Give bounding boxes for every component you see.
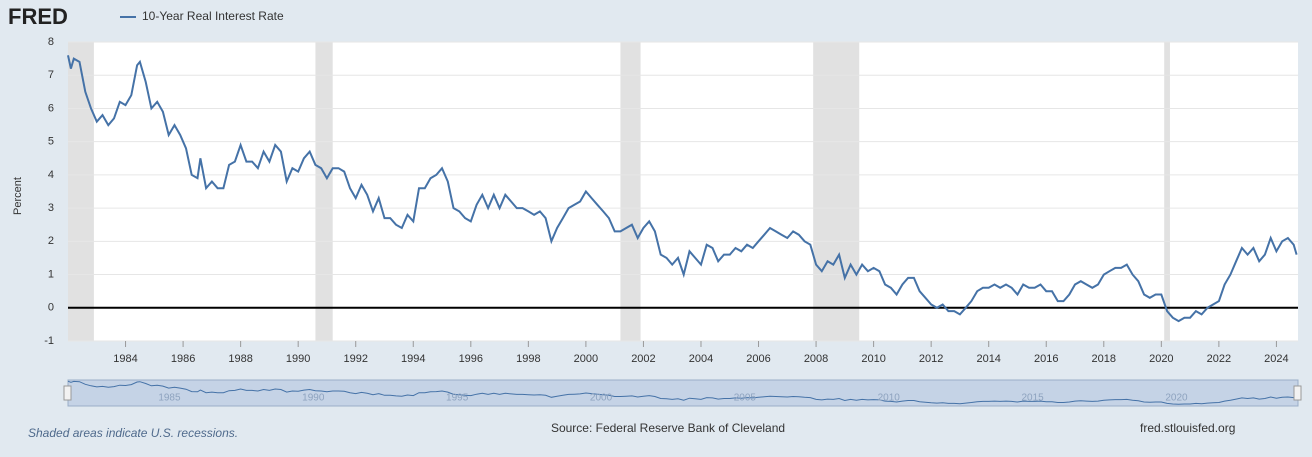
x-tick-label: 1984 <box>113 353 137 365</box>
x-tick-label: 1988 <box>228 353 252 365</box>
navigator-tick-label: 2020 <box>1165 393 1188 404</box>
navigator-tick-label: 1995 <box>446 393 469 404</box>
x-tick-label: 2024 <box>1264 353 1288 365</box>
y-tick-label: 6 <box>48 102 54 114</box>
y-tick-label: 3 <box>48 202 54 214</box>
x-tick-label: 2022 <box>1207 353 1231 365</box>
navigator-handle-right[interactable] <box>1293 385 1302 401</box>
x-tick-label: 2008 <box>804 353 828 365</box>
navigator-handle-left[interactable] <box>63 385 72 401</box>
recession-band <box>315 42 333 341</box>
x-tick-label: 2000 <box>574 353 598 365</box>
y-tick-label: 2 <box>48 235 54 247</box>
navigator-tick-label: 2005 <box>734 393 757 404</box>
recession-note: Shaded areas indicate U.S. recessions. <box>28 426 238 440</box>
recession-band <box>813 42 860 341</box>
x-tick-label: 2002 <box>631 353 655 365</box>
y-axis-label: Percent <box>12 177 24 215</box>
x-tick-label: 2012 <box>919 353 943 365</box>
x-tick-label: 1998 <box>516 353 540 365</box>
x-tick-label: 2006 <box>746 353 770 365</box>
recession-band <box>620 42 641 341</box>
y-tick-label: 4 <box>48 169 54 181</box>
y-tick-label: 0 <box>48 302 54 314</box>
source: Source: Federal Reserve Bank of Clevelan… <box>551 421 785 435</box>
navigator-frame <box>67 379 1299 407</box>
x-tick-label: 2016 <box>1034 353 1058 365</box>
y-tick-label: -1 <box>44 335 54 347</box>
x-tick-label: 1990 <box>286 353 310 365</box>
x-tick-label: 1986 <box>171 353 195 365</box>
x-tick-label: 2004 <box>689 353 713 365</box>
recession-band <box>1164 42 1170 341</box>
series-line <box>67 55 1298 323</box>
x-tick-label: 1992 <box>343 353 367 365</box>
x-tick-label: 2010 <box>861 353 885 365</box>
navigator-tick-label: 2010 <box>878 393 901 404</box>
y-tick-label: 1 <box>48 268 54 280</box>
y-tick-label: 7 <box>48 69 54 81</box>
navigator-tick-label: 2015 <box>1021 393 1044 404</box>
navigator-line <box>67 380 1297 405</box>
x-tick-label: 2014 <box>976 353 1000 365</box>
x-tick-label: 2020 <box>1149 353 1173 365</box>
site: fred.stlouisfed.org <box>1140 421 1235 435</box>
x-tick-label: 2018 <box>1092 353 1116 365</box>
navigator-tick-label: 1990 <box>302 393 325 404</box>
x-tick-label: 1994 <box>401 353 425 365</box>
y-tick-label: 5 <box>48 136 54 148</box>
y-tick-label: 8 <box>48 36 54 48</box>
x-tick-label: 1996 <box>459 353 483 365</box>
logo: FRED <box>8 4 68 29</box>
navigator-tick-label: 1985 <box>158 393 181 404</box>
navigator-tick-label: 2000 <box>590 393 613 404</box>
plot-area <box>68 42 1298 341</box>
legend-label: 10-Year Real Interest Rate <box>142 9 284 23</box>
recession-band <box>68 42 94 341</box>
